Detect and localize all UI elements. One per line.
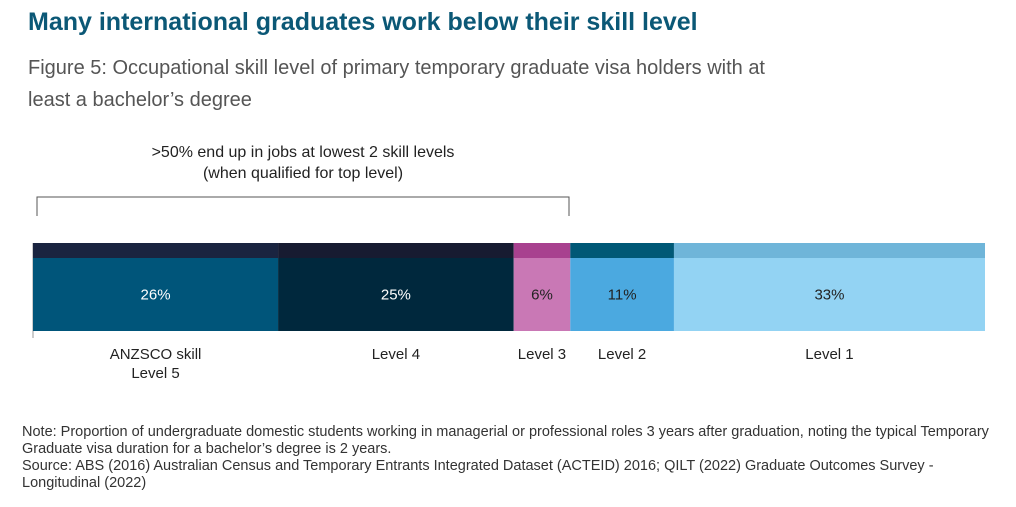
chart-subtitle: Figure 5: Occupational skill level of pr…	[28, 57, 765, 111]
category-label: Level 2	[597, 346, 647, 363]
category-label: Level 3	[517, 346, 567, 363]
bar-segment-top	[570, 243, 674, 258]
chart: 26% 25% 6% 11% 33%	[32, 196, 985, 338]
note: Note: Proportion of undergraduate domest…	[22, 424, 989, 457]
value-label: 6%	[531, 286, 553, 303]
annotation: >50% end up in jobs at lowest 2 skill le…	[151, 144, 455, 182]
bracket	[36, 196, 570, 216]
bar-segment	[570, 258, 674, 331]
value-label: 11%	[608, 286, 637, 303]
bar-segment	[33, 258, 279, 331]
bar-segment	[673, 258, 985, 331]
bar-segment-top	[673, 243, 985, 258]
category-label: ANZSCO skill Level 5	[109, 346, 202, 382]
value-label: 33%	[814, 286, 844, 303]
value-label: 26%	[141, 286, 171, 303]
value-label: 25%	[381, 286, 411, 303]
source: Source: ABS (2016) Australian Census and…	[22, 458, 934, 491]
bar-segment	[513, 258, 571, 331]
bar-segment	[278, 258, 514, 331]
category-label: Level 1	[805, 346, 854, 363]
chart-title: Many international graduates work below …	[28, 8, 698, 36]
bar-segment-top	[278, 243, 514, 258]
bar-segment-top	[513, 243, 571, 258]
bar-segment-top	[33, 243, 279, 258]
category-label: Level 4	[371, 346, 421, 363]
notes: Note: Proportion of undergraduate domest…	[22, 424, 997, 492]
